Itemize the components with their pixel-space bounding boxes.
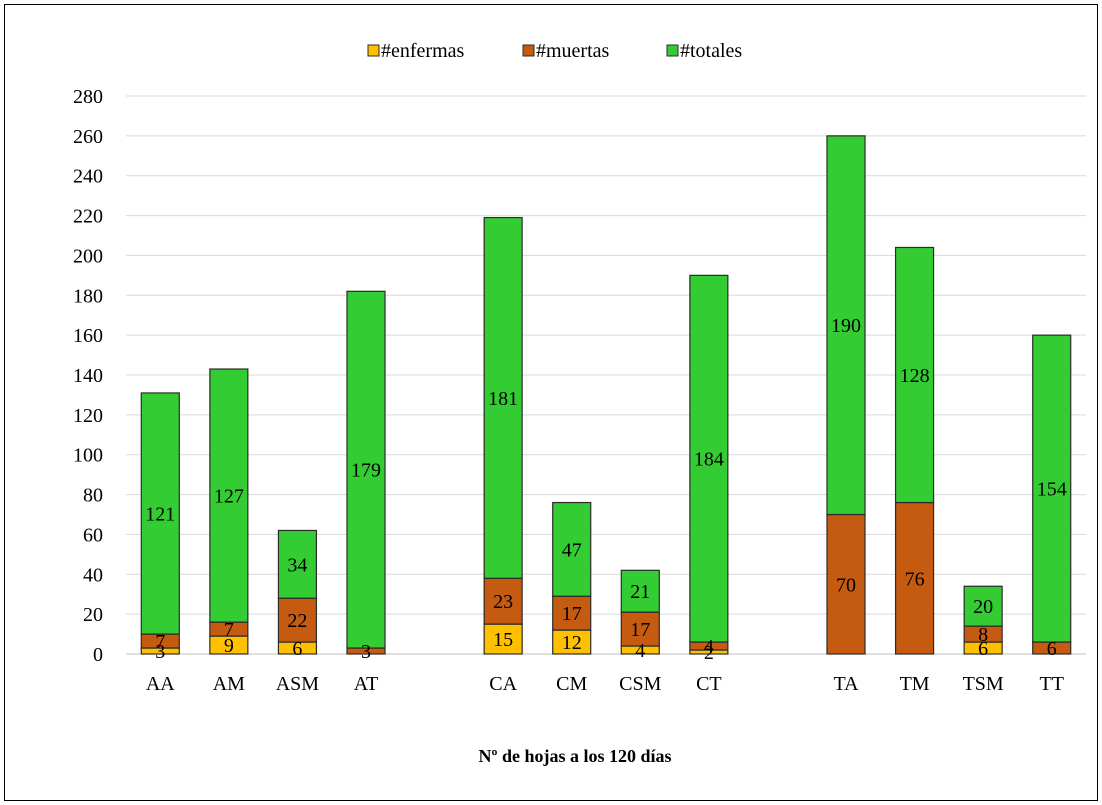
x-category-label: CSM	[619, 673, 661, 695]
data-label: 3	[361, 641, 371, 663]
x-category-label: CM	[556, 673, 587, 695]
data-label: 70	[836, 574, 856, 596]
data-label: 76	[905, 568, 925, 590]
bar-segment	[1032, 334, 1072, 643]
legend: #enfermas #muertas #totales	[367, 40, 742, 62]
x-category-label: AA	[146, 673, 175, 695]
y-tick-label: 260	[73, 126, 103, 148]
data-label: 47	[562, 539, 582, 561]
x-category-label: TA	[833, 673, 859, 695]
data-label: 179	[351, 460, 381, 482]
y-tick-label: 280	[73, 86, 103, 108]
bar-segment	[483, 216, 523, 579]
data-label: 34	[287, 554, 307, 576]
bar-segment	[483, 623, 523, 655]
legend-swatch	[522, 44, 535, 57]
bar-segment	[894, 501, 935, 655]
data-label: 15	[493, 629, 513, 651]
y-tick-label: 0	[93, 644, 103, 666]
data-label: 184	[694, 449, 724, 471]
data-label: 6	[1047, 638, 1057, 660]
data-label: 23	[493, 591, 513, 613]
legend-label: #enfermas	[381, 40, 465, 62]
x-category-label: AM	[213, 673, 245, 695]
x-category-label: TSM	[963, 673, 1004, 695]
bar-segment	[689, 274, 729, 643]
data-label: 2	[704, 642, 714, 664]
data-label: 127	[214, 486, 244, 508]
x-category-label: TM	[900, 673, 930, 695]
bars	[140, 135, 1072, 655]
data-label: 22	[287, 610, 307, 632]
bar-segment	[963, 585, 1003, 627]
y-axis-ticks: 0 20 40 60 80 100 120 140 160 180 200 220 240 260 280	[73, 86, 103, 666]
gridlines	[126, 95, 1086, 655]
bar-segment	[552, 501, 592, 597]
data-label: 17	[630, 619, 650, 641]
x-category-label: ASM	[276, 673, 320, 695]
y-tick-label: 240	[73, 166, 103, 188]
y-tick-label: 80	[83, 485, 103, 507]
y-tick-label: 20	[83, 604, 103, 626]
x-axis-title: Nº de hojas a los 120 días	[479, 746, 672, 766]
data-label: 6	[292, 638, 302, 660]
bar-segment	[346, 290, 386, 649]
y-tick-label: 60	[83, 524, 103, 546]
bar-segment	[140, 392, 180, 635]
y-tick-label: 100	[73, 445, 103, 467]
data-label: 121	[145, 504, 175, 526]
x-category-label: AT	[354, 673, 378, 695]
data-label: 12	[562, 632, 582, 654]
bar-segment	[209, 368, 249, 623]
y-tick-label: 220	[73, 206, 103, 228]
y-tick-label: 120	[73, 405, 103, 427]
data-label: 6	[978, 638, 988, 660]
data-label: 4	[635, 640, 645, 662]
data-label: 20	[973, 596, 993, 618]
data-label: 7	[224, 619, 234, 641]
legend-swatch	[666, 44, 679, 57]
data-label: 21	[630, 581, 650, 603]
legend-label: #totales	[680, 40, 742, 62]
x-axis-categories: AA AM ASM AT CA CM CSM CT TA TM TSM TT	[146, 673, 1064, 695]
data-label: 181	[488, 388, 518, 410]
y-tick-label: 180	[73, 285, 103, 307]
data-label: 7	[155, 631, 165, 653]
bar-segment	[277, 529, 318, 599]
y-tick-label: 140	[73, 365, 103, 387]
x-category-label: TT	[1039, 673, 1063, 695]
data-label: 8	[978, 624, 988, 646]
bar-segment	[826, 135, 866, 516]
bar-segment	[894, 246, 935, 504]
data-label: 128	[900, 365, 930, 387]
bar-segment	[620, 569, 660, 613]
y-tick-label: 40	[83, 564, 103, 586]
legend-swatch	[367, 44, 380, 57]
y-tick-label: 160	[73, 325, 103, 347]
y-tick-label: 200	[73, 245, 103, 267]
data-label: 154	[1037, 479, 1067, 501]
data-labels: 3712197127622343179152318112174741721241…	[145, 315, 1066, 664]
data-label: 9	[224, 635, 234, 657]
x-category-label: CA	[489, 673, 517, 695]
data-label: 4	[704, 636, 714, 658]
bar-segment	[552, 595, 592, 631]
data-label: 17	[562, 603, 582, 625]
x-category-label: CT	[696, 673, 722, 695]
legend-label: #muertas	[536, 40, 610, 62]
data-label: 190	[831, 315, 861, 337]
bar-segment	[277, 597, 318, 643]
data-label: 3	[155, 641, 165, 663]
bar-segment	[620, 611, 660, 647]
